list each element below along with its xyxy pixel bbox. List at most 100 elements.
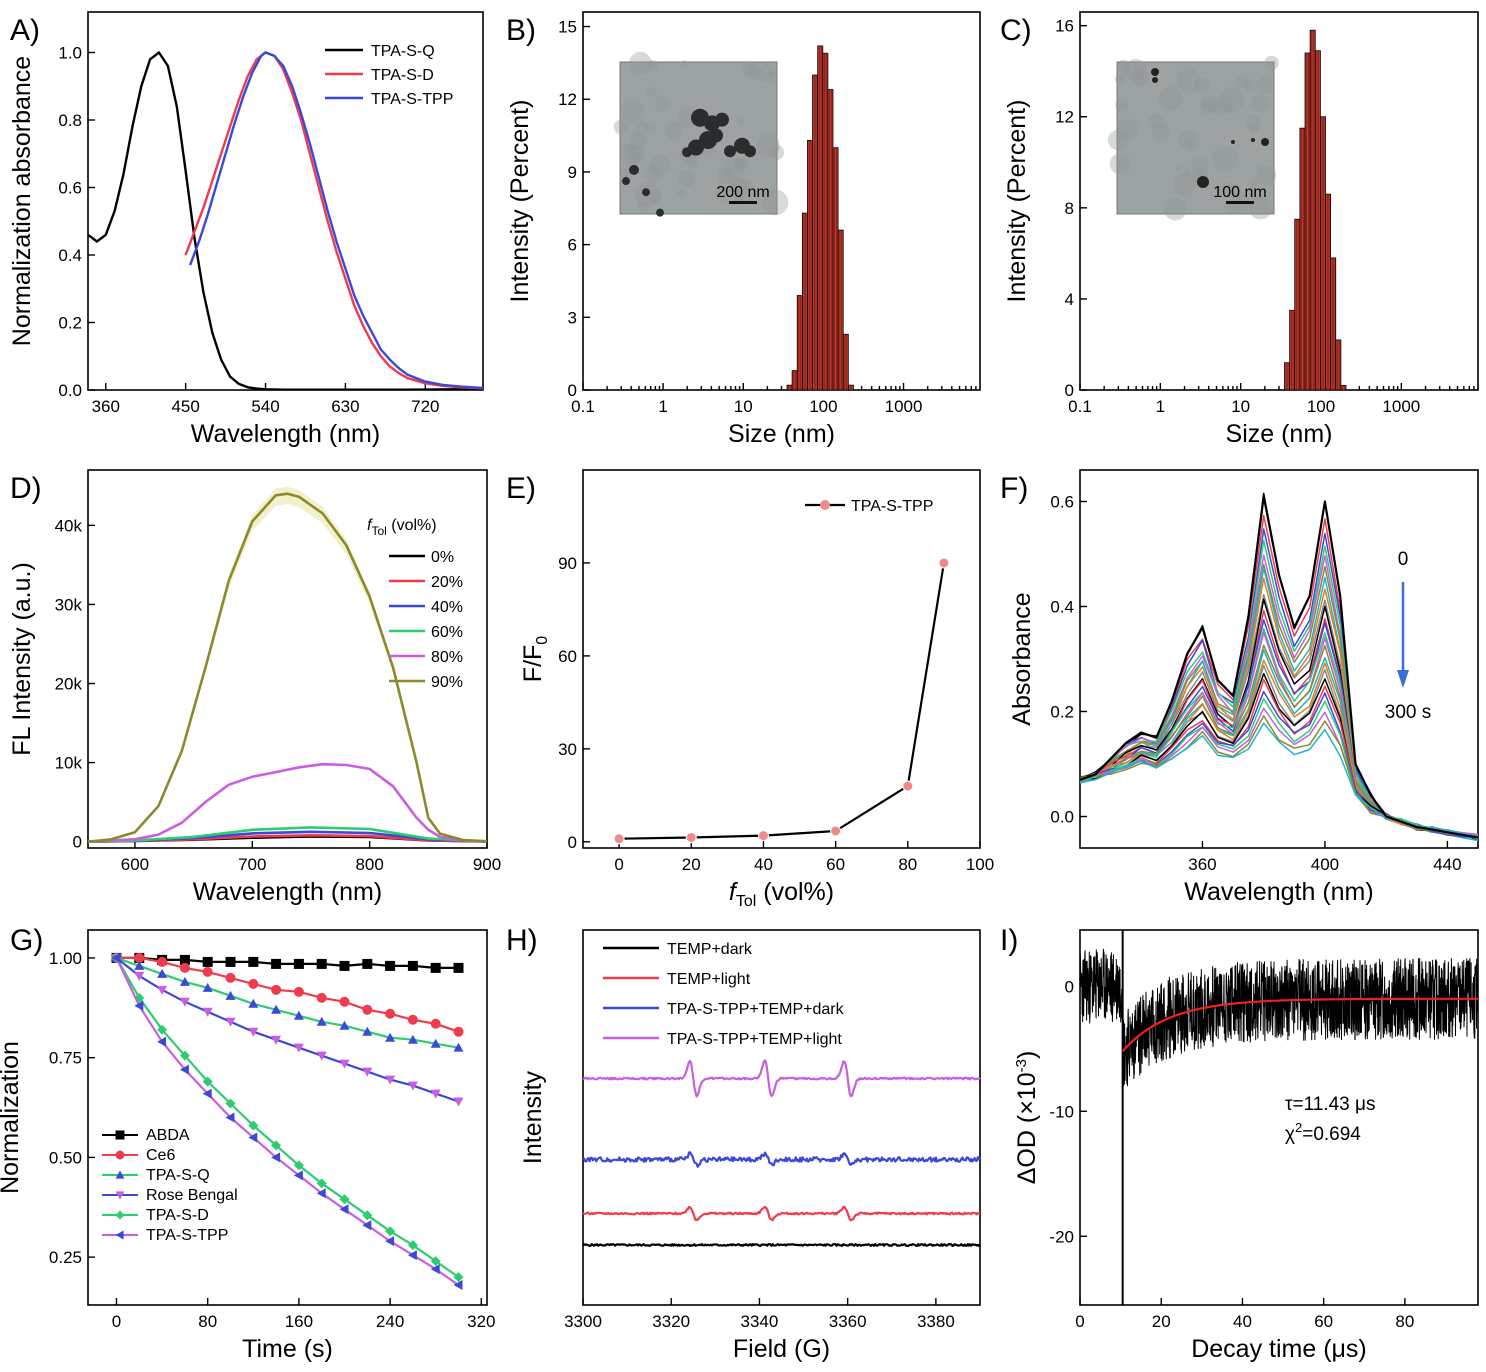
series-line bbox=[116, 956, 459, 1033]
tem-texture bbox=[1248, 196, 1273, 220]
x-tick-label: 60 bbox=[826, 855, 845, 874]
x-axis-label-main: f bbox=[729, 878, 739, 906]
tem-texture bbox=[629, 131, 648, 150]
legend-label: TPA-S-Q bbox=[371, 43, 435, 60]
tem-texture bbox=[1158, 86, 1183, 112]
data-point bbox=[115, 1210, 125, 1220]
histogram-bar bbox=[1284, 362, 1291, 391]
histogram-bar bbox=[1340, 385, 1347, 391]
histogram-bar bbox=[1319, 116, 1326, 391]
data-point bbox=[407, 1081, 418, 1091]
panel-c: C) 0.1 1 10 100 1000 0 4 8 12 16 Size (nm) Intensity… bbox=[1000, 11, 1479, 448]
data-point bbox=[225, 1112, 235, 1123]
y-axis-label-end: ) bbox=[1013, 1051, 1041, 1059]
y-tick-label: 0.4 bbox=[58, 246, 82, 265]
tem-texture bbox=[620, 98, 645, 123]
data-point bbox=[179, 954, 190, 965]
series-line bbox=[115, 957, 459, 1103]
x-tick-label: 3360 bbox=[829, 1312, 867, 1331]
curve-halo bbox=[88, 486, 487, 842]
data-point bbox=[362, 1210, 373, 1221]
data-point bbox=[407, 1240, 418, 1251]
x-tick-label: 0.1 bbox=[571, 397, 595, 416]
histogram-bar bbox=[786, 384, 793, 391]
chi-label: χ2=0.694 bbox=[1285, 1120, 1361, 1145]
y-tick-label: 0 bbox=[1065, 977, 1074, 996]
data-point bbox=[179, 1064, 189, 1075]
tem-texture bbox=[1264, 55, 1279, 71]
data-point bbox=[157, 956, 168, 967]
data-point bbox=[339, 1059, 350, 1069]
x-axis-label: Wavelength (nm) bbox=[193, 878, 382, 906]
data-point bbox=[225, 956, 236, 967]
series-line bbox=[88, 492, 487, 843]
data-point bbox=[430, 1256, 441, 1267]
epr-spectrum bbox=[582, 1242, 981, 1248]
legend-label: TPA-S-Q bbox=[146, 1167, 210, 1184]
tem-texture bbox=[741, 60, 758, 77]
tem-texture bbox=[1228, 183, 1241, 197]
tem-texture bbox=[1107, 129, 1129, 151]
data-point bbox=[902, 780, 914, 792]
data-point bbox=[453, 1042, 464, 1052]
tem-texture bbox=[1213, 95, 1234, 116]
tem-texture bbox=[1249, 124, 1259, 134]
x-axis-label: fTol (vol%) bbox=[729, 878, 834, 910]
histogram-bar bbox=[796, 295, 803, 391]
y-tick-label: 4 bbox=[1065, 290, 1074, 309]
data-point bbox=[453, 1097, 464, 1107]
plot-area bbox=[1080, 930, 1478, 1305]
tem-particle bbox=[699, 131, 717, 150]
tem-texture bbox=[1194, 78, 1210, 94]
y-axis-label: FL Intensity (a.u.) bbox=[8, 562, 36, 756]
tem-texture bbox=[1185, 139, 1195, 149]
tem-texture bbox=[1248, 176, 1260, 188]
panel-f: F) 360 400 440 0.0 0.2 0.4 0.6 Wavelength (nm) Ab… bbox=[1000, 469, 1479, 906]
tem-texture bbox=[1117, 118, 1138, 139]
tem-texture bbox=[648, 154, 671, 176]
data-point bbox=[157, 1024, 168, 1035]
histogram-bar bbox=[1314, 50, 1321, 391]
scale-bar-label: 100 nm bbox=[1213, 184, 1266, 201]
data-point bbox=[115, 1191, 125, 1200]
x-tick-label: 20 bbox=[682, 855, 701, 874]
x-tick-label: 10 bbox=[1231, 397, 1250, 416]
tem-texture bbox=[1148, 113, 1165, 129]
histogram-bar bbox=[832, 147, 839, 391]
spectrum-curve bbox=[1080, 722, 1478, 838]
epr-spectrum bbox=[582, 1059, 981, 1098]
tem-particle bbox=[656, 208, 664, 217]
data-point bbox=[385, 1075, 396, 1085]
histogram-bar bbox=[807, 140, 813, 391]
tem-texture bbox=[646, 189, 663, 205]
data-point bbox=[362, 1026, 373, 1036]
data-point bbox=[385, 1226, 396, 1237]
tem-particle bbox=[1152, 77, 1158, 83]
histogram-bar bbox=[1304, 52, 1311, 391]
data-point bbox=[111, 952, 121, 963]
data-point bbox=[293, 1010, 304, 1020]
x-tick-label: 630 bbox=[331, 397, 359, 416]
x-tick-label: 160 bbox=[285, 1312, 313, 1331]
tem-texture bbox=[1201, 94, 1220, 113]
panel-i: I) 0 20 40 60 80 -20 -10 0 Decay time (μs) ΔOD (×1… bbox=[1000, 924, 1479, 1363]
data-point bbox=[202, 1076, 213, 1087]
data-point bbox=[202, 982, 213, 992]
panel-letter: H) bbox=[506, 924, 538, 957]
data-point bbox=[134, 971, 145, 981]
data-point bbox=[385, 1008, 396, 1019]
y-axis-label: Intensity (Percent) bbox=[1003, 100, 1031, 303]
tem-texture bbox=[1218, 87, 1245, 114]
legend-label: 60% bbox=[431, 624, 463, 641]
x-tick-label: 600 bbox=[121, 855, 149, 874]
panel-letter: I) bbox=[1000, 924, 1018, 957]
data-point bbox=[157, 1036, 167, 1047]
tem-texture bbox=[728, 177, 747, 196]
legend-title-rest: (vol%) bbox=[387, 517, 437, 534]
scale-bar-label: 200 nm bbox=[716, 184, 769, 201]
data-point bbox=[271, 1004, 282, 1014]
panel-d: D) 600 700 800 900 0 10k 20k 30k 40k Wavelength (n… bbox=[8, 469, 501, 906]
data-point bbox=[293, 1170, 303, 1181]
tem-texture bbox=[1191, 157, 1209, 176]
y-tick-label: 90 bbox=[558, 554, 577, 573]
